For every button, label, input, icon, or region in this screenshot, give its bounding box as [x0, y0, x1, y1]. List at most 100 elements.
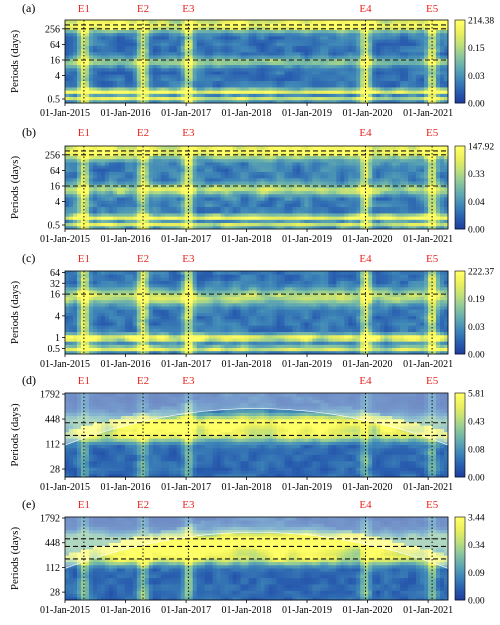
- heatmap-cell: [228, 32, 233, 37]
- heatmap-cell: [136, 213, 142, 217]
- heatmap-cell: [416, 213, 421, 217]
- heatmap-cell: [368, 74, 373, 78]
- heatmap-cell: [72, 32, 78, 37]
- heatmap-cell: [288, 71, 293, 75]
- heatmap-cell: [204, 55, 210, 59]
- heatmap-cell: [300, 35, 305, 40]
- heatmap-cell: [120, 39, 126, 43]
- heatmap-cell: [236, 197, 241, 201]
- heatmap-cell: [204, 35, 210, 40]
- heatmap-cell: [348, 149, 353, 153]
- heatmap-cell: [88, 200, 94, 204]
- heatmap-cell: [196, 225, 202, 230]
- heatmap-cell: [384, 42, 389, 46]
- heatmap-cell: [164, 61, 170, 66]
- heatmap-cell: [68, 146, 74, 150]
- heatmap-cell: [124, 90, 130, 94]
- heatmap-cell: [124, 171, 130, 176]
- heatmap-cell: [228, 35, 233, 40]
- heatmap-cell: [352, 45, 357, 50]
- heatmap-cell: [412, 99, 417, 104]
- heatmap-cell: [164, 80, 170, 85]
- heatmap-cell: [332, 45, 337, 50]
- heatmap-cell: [216, 64, 221, 69]
- heatmap-cell: [228, 225, 233, 230]
- heatmap-cell: [108, 177, 114, 182]
- heatmap-cell: [116, 55, 122, 59]
- heatmap-cell: [360, 213, 365, 217]
- heatmap-cell: [224, 158, 229, 163]
- heatmap-cell: [260, 29, 265, 34]
- heatmap-cell: [440, 152, 445, 156]
- heatmap-cell: [292, 80, 297, 85]
- heatmap-cell: [104, 155, 110, 160]
- heatmap-cell: [304, 174, 309, 179]
- heatmap-cell: [316, 23, 321, 27]
- heatmap-cell: [100, 61, 106, 66]
- heatmap-cell: [132, 58, 138, 62]
- heatmap-cell: [260, 206, 265, 211]
- heatmap-cell: [164, 200, 170, 204]
- heatmap-cell: [328, 80, 333, 85]
- heatmap-cell: [396, 193, 401, 198]
- heatmap-cell: [96, 219, 102, 224]
- heatmap-cell: [256, 177, 261, 182]
- heatmap-cell: [436, 29, 441, 34]
- heatmap-cell: [372, 96, 377, 101]
- heatmap-cell: [356, 90, 361, 94]
- heatmap-cell: [432, 74, 437, 78]
- heatmap-cell: [352, 203, 357, 208]
- heatmap-cell: [148, 64, 154, 69]
- heatmap-cell: [392, 93, 397, 98]
- heatmap-cell: [416, 174, 421, 179]
- heatmap-cell: [308, 193, 313, 198]
- heatmap-cell: [432, 64, 437, 69]
- heatmap-cell: [232, 99, 237, 104]
- heatmap-cell: [276, 149, 281, 153]
- heatmap-cell: [192, 61, 198, 66]
- heatmap-cell: [212, 206, 217, 211]
- heatmap-cell: [336, 187, 341, 192]
- heatmap-cell: [428, 39, 433, 43]
- heatmap-cell: [108, 213, 114, 217]
- heatmap-cell: [256, 155, 261, 160]
- heatmap-cell: [296, 193, 301, 198]
- heatmap-cell: [216, 32, 221, 37]
- heatmap-cell: [368, 77, 373, 82]
- heatmap-cell: [148, 187, 154, 192]
- heatmap-cell: [444, 203, 449, 208]
- heatmap-cell: [236, 168, 241, 172]
- heatmap-cell: [136, 200, 142, 204]
- heatmap-cell: [432, 45, 437, 50]
- heatmap-cell: [144, 161, 150, 166]
- heatmap-cell: [120, 90, 126, 94]
- heatmap-cell: [316, 71, 321, 75]
- heatmap-cell: [196, 181, 202, 185]
- heatmap-cell: [420, 26, 425, 30]
- heatmap-cell: [348, 45, 353, 50]
- heatmap-cell: [416, 39, 421, 43]
- heatmap-cell: [108, 61, 114, 66]
- heatmap-cell: [100, 29, 106, 34]
- heatmap-cell: [220, 58, 225, 62]
- heatmap-cell: [140, 55, 146, 59]
- heatmap-cell: [300, 20, 305, 24]
- heatmap-cell: [148, 35, 154, 40]
- heatmap-cell: [208, 165, 214, 169]
- heatmap-cell: [108, 146, 114, 150]
- heatmap-cell: [320, 193, 325, 198]
- heatmap-cell: [208, 209, 214, 214]
- heatmap-cell: [424, 45, 429, 50]
- heatmap-cell: [184, 155, 190, 160]
- heatmap-cell: [220, 71, 225, 75]
- heatmap-cell: [288, 77, 293, 82]
- heatmap-cell: [136, 168, 142, 172]
- heatmap-cell: [396, 74, 401, 78]
- heatmap-cell: [172, 203, 178, 208]
- heatmap-cell: [408, 225, 413, 230]
- heatmap-cell: [272, 96, 277, 101]
- heatmap-cell: [320, 96, 325, 101]
- heatmap-cell: [256, 219, 261, 224]
- heatmap-cell: [376, 177, 381, 182]
- heatmap-cell: [424, 222, 429, 227]
